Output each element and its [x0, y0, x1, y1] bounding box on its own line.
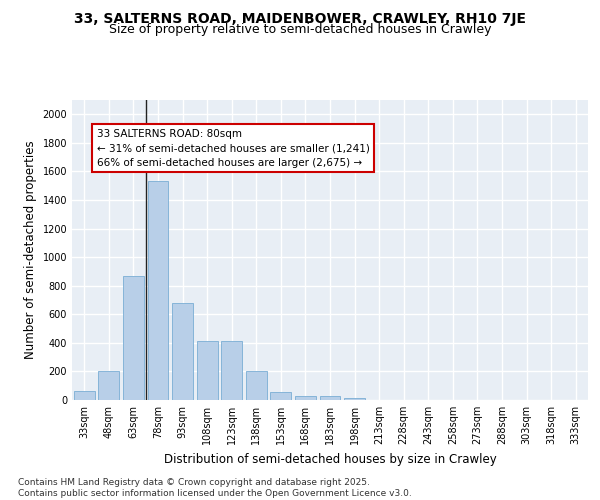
Text: Size of property relative to semi-detached houses in Crawley: Size of property relative to semi-detach… [109, 22, 491, 36]
Bar [246, 372, 267, 400]
Bar [344, 398, 365, 400]
Text: 33, SALTERNS ROAD, MAIDENBOWER, CRAWLEY, RH10 7JE: 33, SALTERNS ROAD, MAIDENBOWER, CRAWLEY,… [74, 12, 526, 26]
Bar [172, 303, 193, 400]
Bar [98, 372, 119, 400]
Bar [271, 392, 292, 400]
Text: Contains HM Land Registry data © Crown copyright and database right 2025.
Contai: Contains HM Land Registry data © Crown c… [18, 478, 412, 498]
Bar [123, 276, 144, 400]
Bar [148, 182, 169, 400]
Y-axis label: Number of semi-detached properties: Number of semi-detached properties [24, 140, 37, 360]
Bar [74, 390, 95, 400]
Bar [197, 340, 218, 400]
Bar [221, 340, 242, 400]
Bar [320, 396, 340, 400]
Bar [295, 396, 316, 400]
X-axis label: Distribution of semi-detached houses by size in Crawley: Distribution of semi-detached houses by … [164, 452, 496, 466]
Text: 33 SALTERNS ROAD: 80sqm
← 31% of semi-detached houses are smaller (1,241)
66% of: 33 SALTERNS ROAD: 80sqm ← 31% of semi-de… [97, 128, 370, 168]
